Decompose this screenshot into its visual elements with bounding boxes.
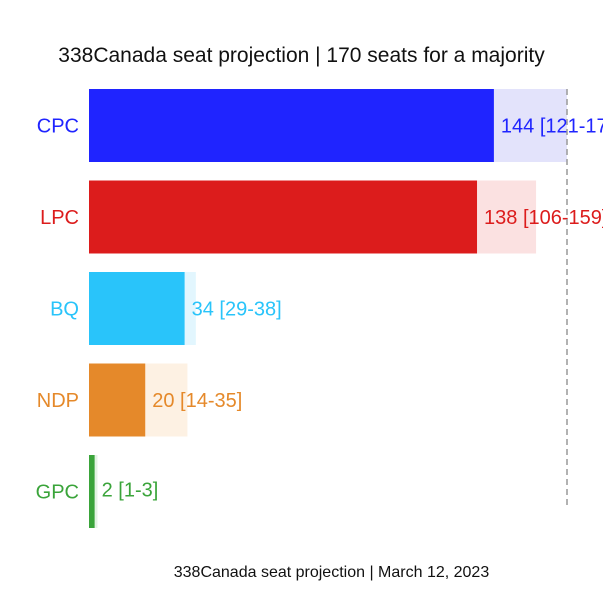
value-bar-lpc: [89, 180, 478, 254]
party-label-ndp: NDP: [37, 390, 79, 412]
party-label-cpc: CPC: [37, 116, 79, 138]
chart-title: 338Canada seat projection | 170 seats fo…: [58, 44, 545, 67]
party-label-lpc: LPC: [40, 207, 79, 229]
value-bar-gpc: [89, 455, 95, 528]
party-label-bq: BQ: [50, 299, 79, 321]
value-bar-bq: [89, 272, 185, 345]
value-label-cpc: 144 [121-170]: [501, 116, 603, 138]
value-label-gpc: 2 [1-3]: [102, 480, 159, 502]
value-label-lpc: 138 [106-159]: [484, 207, 603, 229]
chart-footer: 338Canada seat projection | March 12, 20…: [173, 564, 490, 581]
value-bar-ndp: [89, 363, 146, 437]
value-label-ndp: 20 [14-35]: [152, 390, 242, 412]
party-label-gpc: GPC: [36, 482, 79, 504]
value-label-bq: 34 [29-38]: [192, 299, 282, 321]
value-bar-cpc: [89, 89, 494, 162]
